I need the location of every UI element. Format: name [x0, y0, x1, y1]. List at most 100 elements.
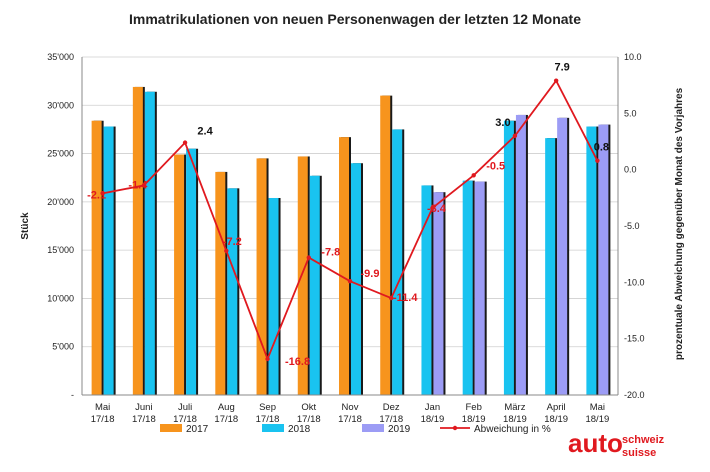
bar-2018: [503, 120, 514, 395]
x-tick-month: Aug: [218, 402, 235, 413]
x-tick-period: 17/18: [91, 414, 115, 425]
deviation-label: -1.4: [128, 179, 148, 191]
bar-2017: [215, 171, 226, 395]
x-tick-period: 18/19: [585, 414, 609, 425]
bar-2019: [598, 124, 609, 395]
deviation-line: -2.1 -1.4 2.4 -7.2 -16.8 -7.8 -9.9 -11.4 -3.4 -0.…: [87, 62, 609, 368]
y-tick-label: 10'000: [47, 293, 74, 303]
bars: [91, 86, 611, 396]
y2-tick-label: -5.0: [624, 221, 640, 231]
deviation-label: 3.0: [495, 117, 510, 129]
x-tick-month: Jan: [425, 402, 440, 413]
deviation-point: [553, 78, 559, 83]
y-tick-label: 15'000: [47, 245, 74, 255]
x-tick-month: Mai: [590, 402, 605, 413]
y-tick-label: 35'000: [47, 52, 74, 62]
deviation-label: 2.4: [197, 126, 213, 138]
deviation-point: [595, 158, 600, 163]
bar-2017: [380, 95, 391, 395]
legend-swatch: [160, 424, 182, 432]
legend: 2017 2018 2019 Abweichung in %: [160, 424, 551, 435]
x-tick-period: 17/18: [338, 414, 362, 425]
deviation-label: -9.9: [361, 268, 380, 280]
deviation-label: -0.5: [486, 160, 505, 172]
bar-2018: [351, 163, 361, 395]
bar-2018: [462, 180, 473, 395]
deviation-point: [430, 205, 435, 211]
legend-swatch: [362, 424, 384, 432]
x-tick-month: Sep: [259, 402, 276, 413]
bar-2018: [186, 148, 197, 395]
x-tick-month: Mai: [95, 402, 110, 413]
y2-tick-label: 0.0: [624, 165, 637, 175]
legend-swatch: [262, 424, 284, 432]
y-axis-title: Stück: [20, 212, 31, 240]
deviation-point: [182, 140, 188, 145]
y-tick-label: 30'000: [47, 100, 74, 110]
chart-title: Immatrikulationen von neuen Personenwage…: [129, 11, 581, 27]
bar-2018: [309, 175, 320, 395]
bar-2019: [557, 117, 568, 395]
x-tick-period: 17/18: [214, 414, 238, 425]
deviation-label: -16.8: [285, 356, 310, 368]
x-tick-period: 17/18: [173, 414, 197, 425]
bar-2017: [297, 156, 308, 395]
x-tick-month: Juni: [135, 402, 152, 413]
y2-tick-label: 10.0: [624, 52, 642, 62]
deviation-point: [512, 133, 518, 139]
x-tick-month: Feb: [466, 402, 482, 413]
y-tick-label: -: [71, 390, 74, 400]
bar-2018: [392, 129, 403, 395]
deviation-point: [306, 255, 311, 260]
deviation-label: -3.4: [427, 203, 447, 215]
legend-label: 2018: [288, 424, 311, 435]
bar-2017: [91, 120, 102, 395]
bar-2018: [421, 185, 432, 395]
deviation-label: 0.8: [594, 142, 609, 154]
bar-2018: [144, 91, 155, 395]
x-tick-period: 18/19: [462, 414, 486, 425]
x-tick-period: 17/18: [132, 414, 156, 425]
logo-line-2: suisse: [622, 447, 656, 459]
axes: - 5'000 10'000 15'000 20'000 25'000 30'000 35'0…: [47, 52, 644, 425]
y-tick-label: 5'000: [52, 342, 74, 352]
deviation-label: -11.4: [393, 292, 418, 304]
x-tick-period: 18/19: [421, 414, 445, 425]
bar-2018: [268, 197, 279, 395]
bar-2018: [103, 126, 114, 395]
y2-tick-label: -10.0: [624, 277, 645, 287]
bar-2018: [227, 188, 238, 395]
deviation-label: -7.2: [223, 236, 242, 248]
bar-2019: [515, 114, 526, 395]
legend-label: Abweichung in %: [474, 424, 551, 435]
deviation-label: 7.9: [555, 62, 570, 74]
y-tick-label: 25'000: [47, 149, 74, 159]
deviation-point: [100, 191, 105, 196]
x-tick-period: 18/19: [544, 414, 568, 425]
legend-label: 2019: [388, 424, 411, 435]
bar-2018: [545, 138, 556, 395]
x-tick-month: Nov: [342, 402, 359, 413]
bar-2017: [256, 158, 267, 395]
y2-tick-label: 5.0: [624, 108, 637, 118]
bar-2017: [132, 86, 143, 396]
x-tick-period: 18/19: [503, 414, 527, 425]
x-tick-period: 17/18: [256, 414, 280, 425]
bar-2017: [339, 137, 349, 395]
x-tick-month: März: [504, 402, 525, 413]
deviation-point: [224, 248, 229, 253]
deviation-point: [141, 183, 147, 188]
y-tick-label: 20'000: [47, 197, 74, 207]
logo-line-1: schweiz: [622, 434, 665, 446]
y2-tick-label: -15.0: [624, 334, 645, 344]
bar-2019: [474, 181, 485, 395]
y2-axis-title: prozentuale Abweichung gegenüber Monat d…: [674, 87, 685, 360]
legend-label: 2017: [186, 424, 209, 435]
bar-2018: [586, 126, 597, 395]
bar-2019: [433, 192, 444, 395]
deviation-label: -7.8: [321, 247, 340, 259]
legend-line-marker: [452, 425, 458, 431]
deviation-point: [265, 356, 270, 362]
deviation-point: [389, 295, 394, 301]
